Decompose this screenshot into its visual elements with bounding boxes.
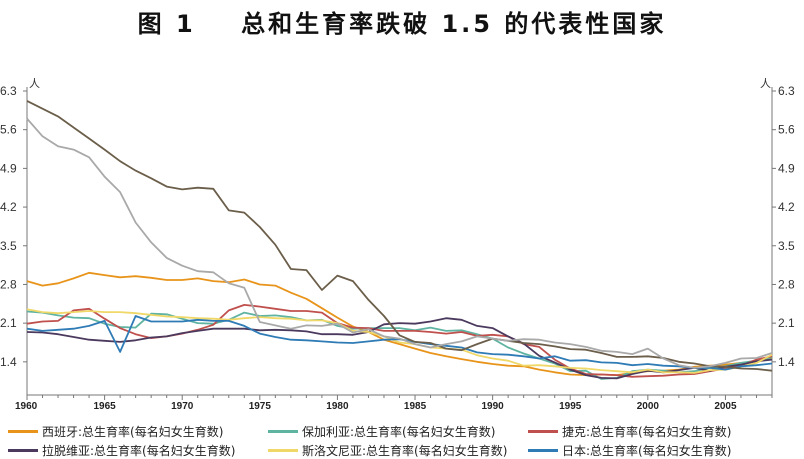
legend-swatch [268, 448, 298, 452]
y-tick-label-left: 4.9 [0, 161, 17, 175]
legend: 西班牙:总生育率(每名妇女生育数) 保加利亚:总生育率(每名妇女生育数) 捷克:… [0, 420, 804, 458]
line-chart: 人 人 6.3 6.3 5.6 5.6 4.9 4.9 4.2 4.2 3.5 3.5 2.8 2.8 2.… [0, 77, 795, 412]
legend-item: 拉脱维亚:总生育率(每名妇女生育数) [8, 441, 235, 459]
series-line-7 [26, 100, 773, 372]
x-tick-label: 2000 [637, 401, 660, 412]
y-tick-label-left: 3.5 [0, 239, 17, 253]
legend-item: 保加利亚:总生育率(每名妇女生育数) [268, 422, 495, 440]
legend-swatch [8, 429, 38, 433]
y-tick-label-left: 4.2 [0, 200, 17, 214]
x-tick-label: 1970 [171, 401, 194, 412]
series-line-8 [26, 118, 773, 369]
y-tick-label-right: 6.3 [778, 84, 795, 98]
y-unit-left: 人 [29, 77, 40, 90]
legend-swatch [528, 429, 558, 433]
x-tick-label: 1985 [404, 401, 427, 412]
legend-item: 捷克:总生育率(每名妇女生育数) [528, 422, 731, 440]
x-tick-label: 1975 [249, 401, 272, 412]
legend-swatch [528, 448, 558, 452]
series-line-4 [26, 317, 773, 380]
y-tick-label-left: 6.3 [0, 84, 17, 98]
y-tick-label-left: 2.1 [0, 316, 17, 330]
legend-item: 西班牙:总生育率(每名妇女生育数) [8, 422, 223, 440]
x-tick-label: 1965 [93, 401, 116, 412]
series-line-2 [26, 310, 773, 380]
axes: 人 人 6.3 6.3 5.6 5.6 4.9 4.9 4.2 4.2 3.5 3.5 2.8 2.8 2.… [0, 77, 795, 412]
legend-label: 斯洛文尼亚:总生育率(每名妇女生育数) [302, 443, 508, 458]
y-tick-label-left: 1.4 [0, 355, 17, 369]
legend-item: 日本:总生育率(每名妇女生育数) [528, 441, 731, 459]
x-tick-label: 1990 [482, 401, 505, 412]
legend-label: 西班牙:总生育率(每名妇女生育数) [42, 424, 224, 439]
y-tick-label-right: 2.1 [778, 316, 795, 330]
y-unit-right: 人 [760, 77, 771, 90]
y-tick-label-right: 4.2 [778, 200, 795, 214]
series-lines [26, 100, 773, 380]
x-tick-label: 1995 [559, 401, 582, 412]
x-tick-label: 1980 [326, 401, 349, 412]
y-tick-label-left: 2.8 [0, 277, 17, 291]
y-tick-label-right: 3.5 [778, 239, 795, 253]
series-line-5 [26, 308, 773, 374]
legend-item: 斯洛文尼亚:总生育率(每名妇女生育数) [268, 441, 507, 459]
y-tick-label-right: 1.4 [778, 355, 795, 369]
legend-label: 保加利亚:总生育率(每名妇女生育数) [302, 424, 496, 439]
legend-label: 捷克:总生育率(每名妇女生育数) [562, 424, 732, 439]
legend-label: 拉脱维亚:总生育率(每名妇女生育数) [42, 443, 236, 458]
legend-swatch [268, 429, 298, 433]
y-tick-label-left: 5.6 [0, 123, 17, 137]
legend-label: 日本:总生育率(每名妇女生育数) [562, 443, 732, 458]
y-tick-label-right: 2.8 [778, 277, 795, 291]
x-tick-label: 2005 [714, 401, 737, 412]
legend-swatch [8, 448, 38, 452]
y-tick-label-right: 5.6 [778, 123, 795, 137]
x-tick-label: 1960 [15, 401, 38, 412]
chart-title: 图 1 总和生育率跌破 1.5 的代表性国家 [137, 10, 667, 38]
y-tick-label-right: 4.9 [778, 161, 795, 175]
